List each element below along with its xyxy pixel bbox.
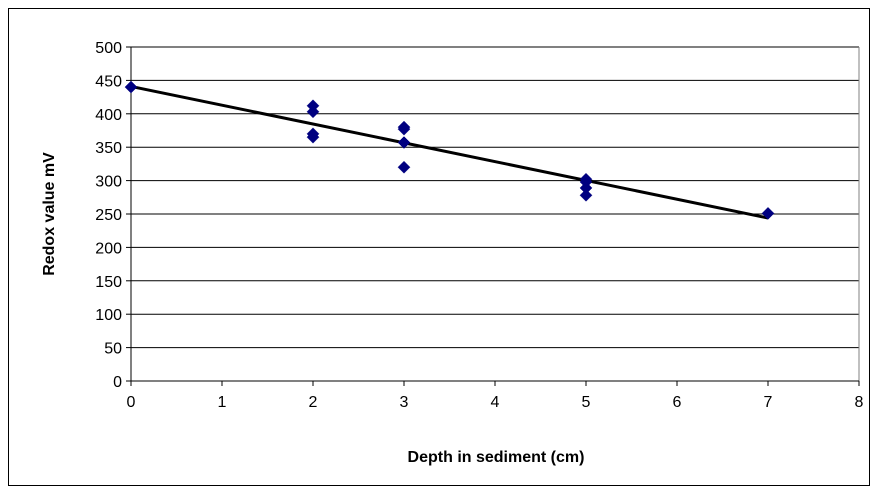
trendline [130, 84, 769, 220]
x-tick-label: 5 [582, 394, 591, 411]
x-tick-label: 8 [855, 394, 864, 411]
y-tick-label: 150 [95, 274, 122, 291]
data-point [124, 80, 138, 94]
y-tick-label: 300 [95, 174, 122, 191]
gridlines [131, 46, 859, 349]
data-point [761, 206, 775, 220]
y-tick-label: 250 [95, 207, 122, 224]
data-point [397, 160, 411, 174]
x-tick-label: 0 [127, 394, 136, 411]
trendline-layer [130, 84, 769, 220]
y-tick-label: 200 [95, 240, 122, 257]
data-points [124, 80, 775, 220]
y-axis-title: Redox value mV [41, 152, 58, 276]
y-tick-label: 450 [95, 73, 122, 90]
x-tick-labels: 0 1 2 3 4 5 6 7 8 [127, 394, 864, 411]
data-point [397, 122, 411, 136]
x-tick-label: 4 [491, 394, 500, 411]
x-tick-label: 7 [764, 394, 773, 411]
data-point [397, 136, 411, 149]
x-tick-label: 1 [218, 394, 227, 411]
x-tick-label: 2 [309, 394, 318, 411]
y-tick-labels: 0 50 100 150 200 250 300 350 400 450 500 [95, 40, 122, 391]
y-tick-label: 50 [104, 341, 122, 358]
data-point [579, 188, 593, 202]
y-tick-label: 350 [95, 140, 122, 157]
x-axis-title: Depth in sediment (cm) [408, 449, 585, 466]
x-tick-label: 6 [673, 394, 682, 411]
y-tick-label: 400 [95, 107, 122, 124]
y-tick-label: 0 [113, 374, 122, 391]
y-tick-label: 500 [95, 40, 122, 57]
data-point [306, 105, 320, 119]
y-tick-label: 100 [95, 307, 122, 324]
axes [126, 46, 860, 386]
x-tick-label: 3 [400, 394, 409, 411]
data-point [306, 130, 320, 144]
